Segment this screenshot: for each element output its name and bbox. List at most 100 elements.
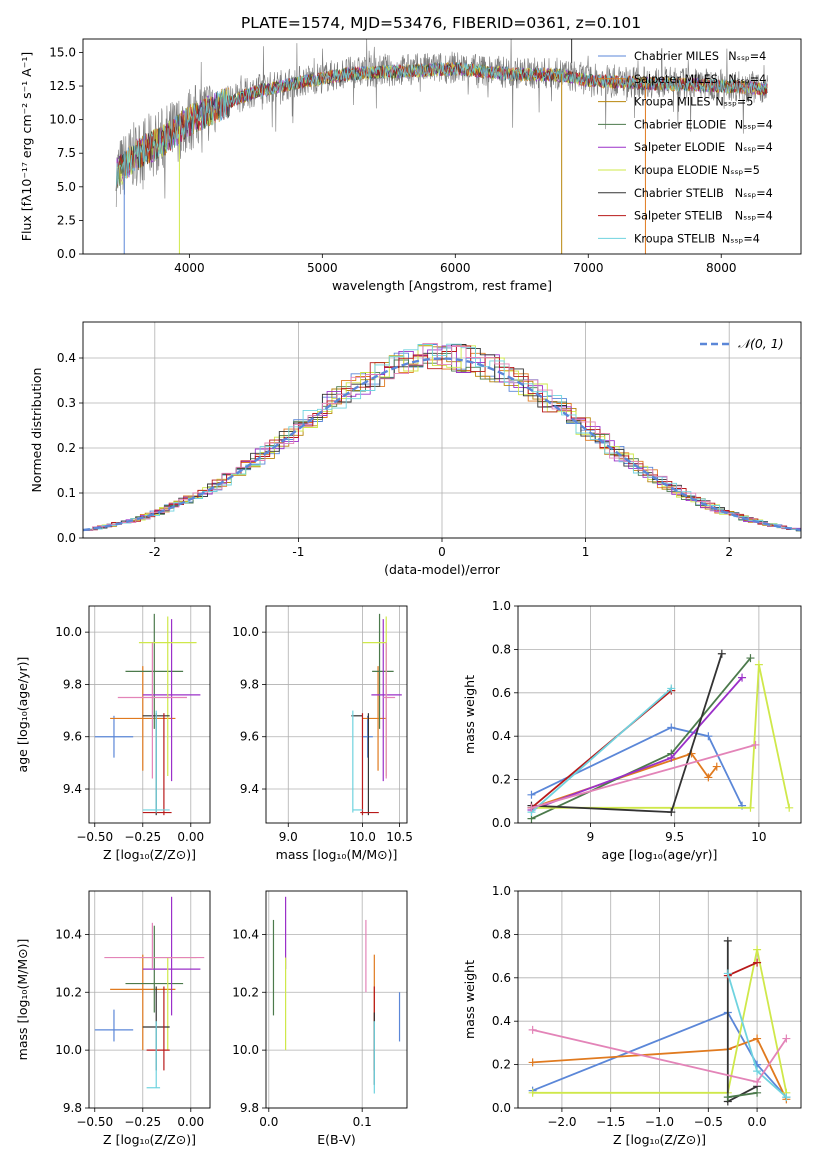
y-tick-label: 0.0 xyxy=(57,531,76,545)
y-tick-label: 0.1 xyxy=(57,486,76,500)
weight-marker xyxy=(782,1093,791,1102)
x-tick-label: 10.0 xyxy=(349,830,376,844)
y-tick-label: 1.0 xyxy=(492,884,511,898)
y-tick-label: 0.0 xyxy=(57,247,76,261)
normal-curve xyxy=(82,357,802,532)
weight-marker xyxy=(667,723,676,732)
weight-marker xyxy=(704,773,713,782)
y-tick-label: 0.8 xyxy=(492,642,511,656)
y-tick-label: 0.4 xyxy=(57,351,76,365)
y-tick-label: 0.6 xyxy=(492,971,511,985)
weight-marker xyxy=(746,654,755,663)
y-tick-label: 0.2 xyxy=(492,1058,511,1072)
axes-frame xyxy=(82,321,802,539)
weight-marker xyxy=(751,740,760,749)
x-tick-label: 0.00 xyxy=(177,1115,204,1129)
y-axis-label: age [log₁₀(age/yr)] xyxy=(15,657,30,773)
weight-vs-Z-axes: −2.0 −1.5 −1.0 −0.5 0.0 0.0 0.2 0.4 0.6 0.8 1.0 Z [… xyxy=(462,884,801,1147)
x-tick-label: −0.25 xyxy=(124,830,161,844)
y-tick-label: 9.6 xyxy=(63,730,82,744)
y-tick-label: 2.5 xyxy=(57,213,76,227)
weight-marker xyxy=(785,803,794,812)
x-tick-label: 9.0 xyxy=(279,830,298,844)
y-tick-label: 10.4 xyxy=(232,927,259,941)
axes-frame xyxy=(88,605,211,824)
x-tick-label: 1 xyxy=(582,545,590,559)
weight-marker xyxy=(753,945,762,954)
y-axis-label: Normed distribution xyxy=(29,368,44,493)
legend-nssp: Nₛₛₚ=5 xyxy=(715,96,753,109)
y-tick-label: 9.8 xyxy=(63,677,82,691)
weight-marker xyxy=(754,660,763,669)
weight-marker xyxy=(723,1093,732,1102)
weight-marker xyxy=(723,936,732,945)
legend-label: 𝒩(0, 1) xyxy=(738,336,784,351)
x-tick-label: 9 xyxy=(587,830,595,844)
x-tick-label: 9.5 xyxy=(665,830,684,844)
x-tick-label: 0.0 xyxy=(748,1115,767,1129)
weight-marker xyxy=(704,732,713,741)
model-spectrum-line xyxy=(115,62,768,191)
weight-series-line xyxy=(530,687,672,813)
x-tick-label: 10 xyxy=(751,830,766,844)
legend-label: Salpeter MILES xyxy=(634,73,718,86)
x-tick-label: −0.5 xyxy=(694,1115,723,1129)
x-axis-label: (data-model)/error xyxy=(384,562,501,577)
weight-marker xyxy=(723,969,732,978)
weight-marker xyxy=(528,1025,537,1034)
legend-nssp: Nₛₛₚ=4 xyxy=(735,118,773,131)
model-spectrum-line xyxy=(115,61,768,191)
x-tick-label: 0.1 xyxy=(353,1115,372,1129)
y-tick-label: 9.8 xyxy=(240,1101,259,1115)
weight-series-line xyxy=(531,726,743,806)
y-tick-label: 12.5 xyxy=(49,79,76,93)
legend-label: Chabrier ELODIE xyxy=(634,118,726,131)
figure-title: PLATE=1574, MJD=53476, FIBERID=0361, z=0… xyxy=(241,14,641,32)
y-tick-label: 0.0 xyxy=(492,1101,511,1115)
y-tick-label: 10.0 xyxy=(232,1043,259,1057)
y-tick-label: 7.5 xyxy=(57,146,76,160)
weight-marker xyxy=(667,753,676,762)
legend-nssp: Nₛₛₚ=4 xyxy=(735,187,773,200)
spectrum-axes: 4000 5000 6000 7000 8000 0.0 2.5 5.0 7.5 10.0 12.5… xyxy=(19,45,736,293)
y-axis-label: mass weight xyxy=(462,960,477,1039)
y-tick-label: 9.4 xyxy=(240,782,259,796)
weight-series-line xyxy=(531,664,791,809)
x-tick-label: 0.00 xyxy=(177,830,204,844)
x-axis-label: E(B-V) xyxy=(317,1132,356,1147)
y-tick-label: 10.0 xyxy=(55,1043,82,1057)
axes-frame xyxy=(88,890,211,1109)
x-tick-label: 2 xyxy=(725,545,733,559)
legend-label: Salpeter STELIB xyxy=(634,210,723,223)
y-tick-label: 0.2 xyxy=(57,441,76,455)
x-tick-label: -2 xyxy=(149,545,161,559)
weight-marker xyxy=(782,1034,791,1043)
x-tick-label: 6000 xyxy=(440,261,471,275)
legend-nssp: Nₛₛₚ=5 xyxy=(722,164,760,177)
weight-marker xyxy=(528,1058,537,1067)
weight-marker xyxy=(528,1088,537,1097)
x-tick-label: -1 xyxy=(292,545,304,559)
x-tick-label: 5000 xyxy=(307,261,338,275)
y-axis-label: mass weight xyxy=(462,675,477,754)
y-tick-label: 0.3 xyxy=(57,396,76,410)
mass-vs-Z-axes: −0.50 −0.25 0.00 9.8 10.0 10.2 10.4 Z [log₁₀(Z/… xyxy=(15,891,210,1147)
x-axis-label: Z [log₁₀(Z/Z⊙)] xyxy=(103,847,196,862)
weight-marker xyxy=(527,790,536,799)
y-tick-label: 0.8 xyxy=(492,927,511,941)
legend-label: Kroupa STELIB xyxy=(634,232,715,245)
legend-label: Chabrier STELIB xyxy=(634,187,724,200)
x-axis-label: wavelength [Angstrom, rest frame] xyxy=(332,278,552,293)
y-tick-label: 5.0 xyxy=(57,180,76,194)
y-tick-label: 9.8 xyxy=(63,1101,82,1115)
weight-marker xyxy=(527,803,536,812)
x-tick-label: −1.0 xyxy=(645,1115,674,1129)
y-tick-label: 10.2 xyxy=(55,985,82,999)
weight-marker xyxy=(753,1034,762,1043)
weight-marker xyxy=(738,673,747,682)
y-tick-label: 0.4 xyxy=(492,729,511,743)
y-tick-label: 1.0 xyxy=(492,599,511,613)
legend-nssp: Nₛₛₚ=4 xyxy=(735,210,773,223)
x-tick-label: −0.50 xyxy=(76,830,113,844)
weight-series-line xyxy=(531,657,752,820)
